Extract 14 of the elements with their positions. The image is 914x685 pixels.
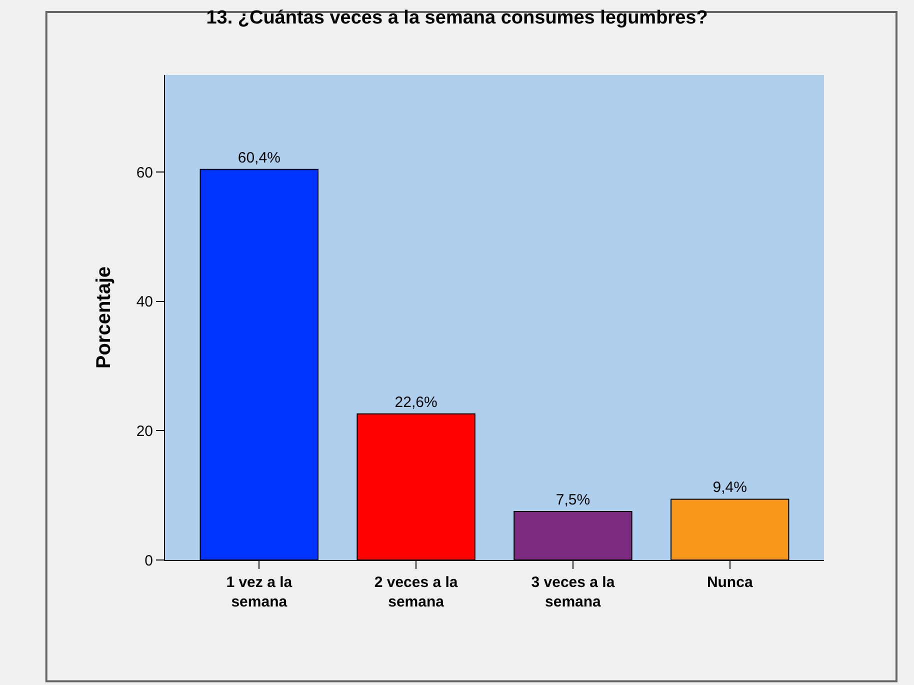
y-axis-title: Porcentaje <box>92 266 115 369</box>
data-label: 9,4% <box>712 479 747 496</box>
x-tick-label: Nunca <box>706 574 754 591</box>
y-tick-label: 40 <box>136 294 153 311</box>
data-label: 60,4% <box>238 149 280 166</box>
x-tick-label: 1 vez a la semana <box>226 574 293 610</box>
x-tick-label: 2 veces a la semana <box>374 574 458 610</box>
x-tick-label: 3 veces a la semana <box>531 574 616 610</box>
data-label: 7,5% <box>556 492 590 508</box>
y-tick-label: 20 <box>136 422 153 440</box>
chart-title: 13. ¿Cuántas veces a la semana consumes legumbres? <box>206 8 708 29</box>
y-tick-label: 0 <box>144 552 153 570</box>
data-label: 22,6% <box>394 394 438 411</box>
y-tick-label: 60 <box>136 164 153 182</box>
